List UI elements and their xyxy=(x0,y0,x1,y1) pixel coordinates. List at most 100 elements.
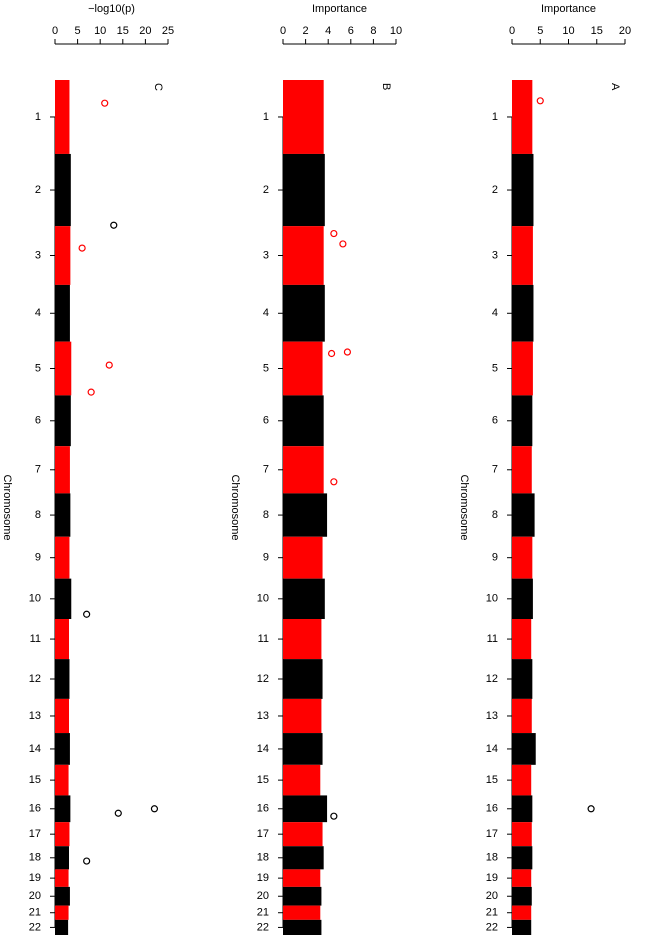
y-tick-label: 13 xyxy=(29,710,41,722)
y-tick-label: 7 xyxy=(35,464,41,476)
chromosome-band xyxy=(283,493,328,537)
x-axis-label: Importance xyxy=(541,3,596,15)
peak-point xyxy=(83,610,91,618)
panel-title: C xyxy=(152,83,164,91)
y-tick-label: 6 xyxy=(35,415,41,427)
chromosome-band xyxy=(283,869,321,887)
chromosome-band xyxy=(512,619,532,660)
x-tick-label: 0 xyxy=(509,25,515,37)
chromosome-band xyxy=(55,905,69,920)
chromosome-band xyxy=(55,869,69,887)
y-tick-label: 22 xyxy=(257,921,269,933)
y-tick-label: 3 xyxy=(35,249,41,261)
y-tick-label: 17 xyxy=(486,828,498,840)
chromosome-band xyxy=(512,341,533,396)
chromosome-band xyxy=(55,822,70,847)
y-tick-label: 13 xyxy=(486,710,498,722)
y-tick-label: 10 xyxy=(486,593,498,605)
y-tick-label: 22 xyxy=(486,921,498,933)
chromosome-band xyxy=(512,446,532,494)
chromosome-band xyxy=(283,659,323,699)
y-tick-label: 6 xyxy=(492,415,498,427)
peak-point xyxy=(150,805,159,813)
y-tick-label: 1 xyxy=(35,111,41,123)
y-tick-label: 5 xyxy=(492,362,498,374)
y-tick-label: 9 xyxy=(35,552,41,564)
chromosome-band xyxy=(283,446,324,494)
chromosome-band xyxy=(55,919,69,935)
y-tick-label: 2 xyxy=(492,184,498,196)
y-tick-label: 18 xyxy=(257,852,269,864)
y-tick-label: 11 xyxy=(30,633,41,645)
y-axis-label: Chromosome xyxy=(458,474,470,540)
x-tick-label: 4 xyxy=(325,25,331,37)
chromosome-band xyxy=(512,905,532,920)
y-tick-label: 16 xyxy=(29,803,41,815)
x-tick-label: 20 xyxy=(139,25,151,37)
chromosome-band xyxy=(512,764,532,796)
chromosome-band xyxy=(283,822,323,847)
peak-point xyxy=(330,812,338,820)
chromosome-band xyxy=(283,536,323,579)
y-tick-label: 19 xyxy=(486,872,498,884)
y-tick-label: 19 xyxy=(29,872,41,884)
peak-point xyxy=(327,349,336,358)
peak-point xyxy=(78,244,86,252)
y-tick-label: 18 xyxy=(29,852,41,864)
y-tick-label: 12 xyxy=(486,673,498,685)
x-tick-label: 10 xyxy=(562,25,574,37)
y-tick-label: 6 xyxy=(263,415,269,427)
peak-point xyxy=(101,99,109,107)
chromosome-band xyxy=(512,919,532,935)
chromosome-band xyxy=(55,846,70,870)
chromosome-band xyxy=(512,698,532,734)
y-axis-label: Chromosome xyxy=(1,474,13,540)
y-tick-label: 14 xyxy=(486,743,498,755)
chromosome-band xyxy=(512,846,533,870)
y-tick-label: 19 xyxy=(257,872,269,884)
x-tick-label: 5 xyxy=(537,25,543,37)
peak-point xyxy=(110,221,118,229)
chromosome-band xyxy=(55,153,71,227)
x-tick-label: 5 xyxy=(75,25,81,37)
chromosome-band xyxy=(283,578,325,620)
chromosome-band xyxy=(283,395,324,447)
y-tick-label: 7 xyxy=(492,464,498,476)
y-tick-label: 8 xyxy=(492,509,498,521)
y-tick-label: 12 xyxy=(257,673,269,685)
x-tick-label: 6 xyxy=(348,25,354,37)
x-tick-label: 0 xyxy=(52,25,58,37)
chromosome-band xyxy=(55,764,69,796)
chromosome-band xyxy=(512,578,533,620)
y-tick-label: 20 xyxy=(257,890,269,902)
x-tick-label: 2 xyxy=(303,25,309,37)
y-tick-label: 1 xyxy=(492,111,498,123)
chromosome-band xyxy=(283,919,322,935)
y-tick-label: 11 xyxy=(487,633,498,645)
chromosome-band xyxy=(283,341,323,396)
y-axis-label: Chromosome xyxy=(229,474,241,540)
y-tick-label: 17 xyxy=(257,828,269,840)
chromosome-band xyxy=(55,493,71,537)
y-tick-label: 5 xyxy=(263,362,269,374)
chromosome-band xyxy=(512,733,536,765)
chromosome-band xyxy=(512,153,534,227)
x-tick-label: 8 xyxy=(370,25,376,37)
peak-point xyxy=(536,97,544,105)
chromosome-band xyxy=(55,395,71,447)
chromosome-band xyxy=(512,395,533,447)
chromosome-band xyxy=(512,226,533,285)
chromosome-band xyxy=(55,578,72,620)
y-tick-label: 21 xyxy=(257,907,269,919)
y-tick-label: 10 xyxy=(257,593,269,605)
y-tick-label: 11 xyxy=(258,633,269,645)
y-tick-label: 20 xyxy=(29,890,41,902)
chromosome-band xyxy=(55,536,70,579)
x-axis-label: −log10(p) xyxy=(88,3,135,15)
y-tick-label: 5 xyxy=(35,362,41,374)
peak-point xyxy=(87,388,95,396)
y-tick-label: 7 xyxy=(263,464,269,476)
chromosome-band xyxy=(283,226,324,285)
y-tick-label: 9 xyxy=(492,552,498,564)
x-tick-label: 10 xyxy=(94,25,106,37)
